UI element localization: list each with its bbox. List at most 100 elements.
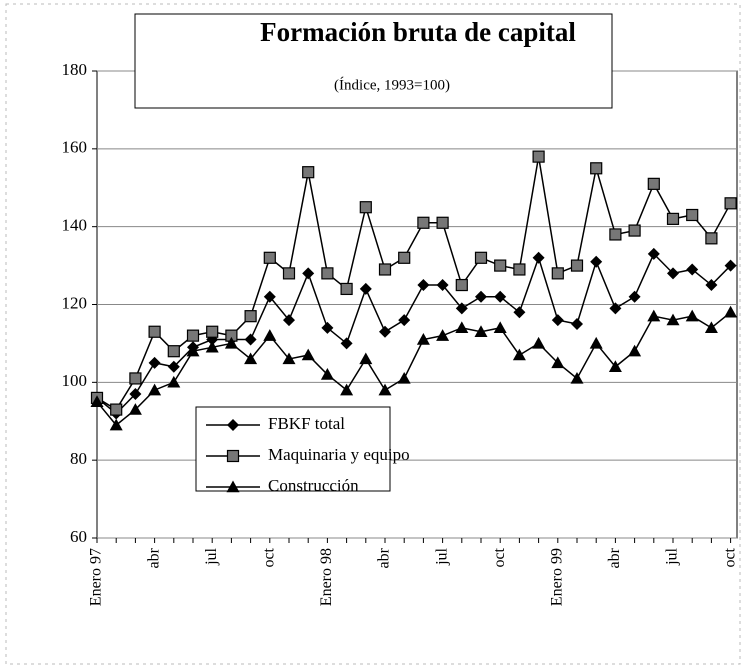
- page-border: [5, 3, 741, 665]
- diamond-marker: [609, 302, 622, 315]
- triangle-marker: [397, 371, 411, 384]
- diamond-marker: [148, 356, 161, 369]
- y-tick-label: 140: [62, 216, 88, 235]
- square-marker: [321, 267, 334, 280]
- square-marker: [359, 201, 372, 214]
- square-marker: [532, 150, 545, 163]
- y-tick-label: 120: [62, 293, 88, 312]
- x-tick-label: Enero 99: [548, 548, 565, 606]
- diamond-marker: [340, 337, 353, 350]
- triangle-marker: [226, 480, 240, 493]
- diamond-marker: [494, 290, 507, 303]
- diamond-marker: [455, 302, 468, 315]
- square-marker: [551, 267, 564, 280]
- square-marker: [129, 372, 142, 385]
- triangle-marker: [378, 383, 392, 396]
- triangle-marker: [512, 348, 526, 361]
- square-marker: [609, 228, 622, 241]
- x-tick-label: oct: [260, 547, 277, 567]
- y-tick-label: 160: [62, 138, 88, 157]
- x-tick-label: jul: [433, 547, 450, 565]
- diamond-marker: [417, 279, 430, 292]
- triangle-marker: [551, 356, 565, 369]
- triangle-marker: [436, 329, 450, 341]
- diamond-marker: [590, 255, 603, 268]
- triangle-marker: [608, 360, 622, 372]
- diamond-marker: [283, 314, 295, 327]
- legend-label: Maquinaria y equipo: [268, 445, 410, 464]
- x-tick-label: abr: [145, 547, 162, 568]
- square-marker: [340, 282, 353, 296]
- square-marker: [513, 263, 526, 276]
- diamond-marker: [263, 290, 276, 303]
- triangle-marker: [148, 383, 162, 396]
- triangle-marker: [474, 325, 488, 337]
- square-marker: [474, 251, 488, 264]
- square-marker: [263, 251, 276, 264]
- triangle-marker: [704, 321, 718, 334]
- chart-title: Formación bruta de capital: [260, 17, 576, 47]
- square-marker: [282, 267, 296, 280]
- diamond-marker: [724, 259, 737, 272]
- triangle-marker: [186, 344, 200, 357]
- diamond-marker: [532, 251, 545, 264]
- square-marker: [455, 278, 468, 292]
- triangle-marker: [128, 403, 142, 415]
- triangle-marker: [724, 305, 738, 318]
- diamond-marker: [227, 419, 239, 431]
- square-marker: [226, 449, 240, 463]
- diamond-marker: [551, 314, 564, 327]
- x-tick-label: jul: [203, 547, 220, 565]
- diamond-marker: [667, 267, 679, 280]
- diamond-marker: [321, 321, 334, 334]
- series-line: [96, 252, 732, 415]
- triangle-marker: [301, 348, 315, 361]
- square-marker: [724, 197, 737, 210]
- legend-label: FBKF total: [268, 414, 345, 433]
- diamond-marker: [647, 247, 660, 260]
- triangle-marker: [589, 336, 603, 349]
- diamond-marker: [705, 279, 718, 292]
- chart-subtitle: (Índice, 1993=100): [334, 76, 450, 93]
- y-tick-label: 180: [62, 60, 88, 79]
- x-tick-label: abr: [376, 547, 393, 568]
- square-marker: [436, 216, 449, 229]
- triangle-marker: [205, 340, 219, 353]
- triangle-marker: [320, 368, 334, 380]
- y-tick-label: 100: [62, 371, 88, 390]
- square-marker: [666, 212, 680, 225]
- plot-area: 60 80 100 120 140 160 180 Enero 97 abr jul oct Ener…: [62, 60, 739, 606]
- y-tick-label: 60: [70, 527, 87, 546]
- square-marker: [590, 162, 603, 175]
- square-marker: [628, 224, 641, 237]
- x-tick-label: Enero 97: [88, 548, 105, 606]
- square-marker: [705, 232, 718, 245]
- triangle-marker: [455, 321, 469, 334]
- legend-label: Construcción: [268, 476, 359, 495]
- square-marker: [110, 403, 123, 416]
- diamond-marker: [513, 306, 526, 319]
- diamond-marker: [475, 290, 487, 303]
- diamond-marker: [379, 325, 391, 338]
- triangle-marker: [263, 329, 277, 341]
- triangle-marker: [244, 352, 258, 365]
- diamond-marker: [302, 267, 315, 280]
- square-marker: [244, 310, 257, 323]
- triangle-marker: [340, 383, 354, 396]
- triangle-marker: [628, 344, 642, 357]
- triangle-marker: [167, 375, 181, 388]
- y-tick-label: 80: [70, 449, 87, 468]
- square-marker: [378, 263, 392, 276]
- x-tick-label: oct: [491, 547, 508, 567]
- square-marker: [494, 259, 507, 272]
- square-marker: [186, 329, 200, 342]
- triangle-marker: [647, 309, 661, 322]
- series-line: [96, 156, 732, 411]
- diamond-marker: [398, 314, 411, 327]
- legend-box: [195, 406, 391, 492]
- triangle-marker: [359, 352, 373, 365]
- x-tick-label: abr: [606, 547, 623, 568]
- square-marker: [302, 166, 315, 179]
- triangle-marker: [493, 321, 507, 334]
